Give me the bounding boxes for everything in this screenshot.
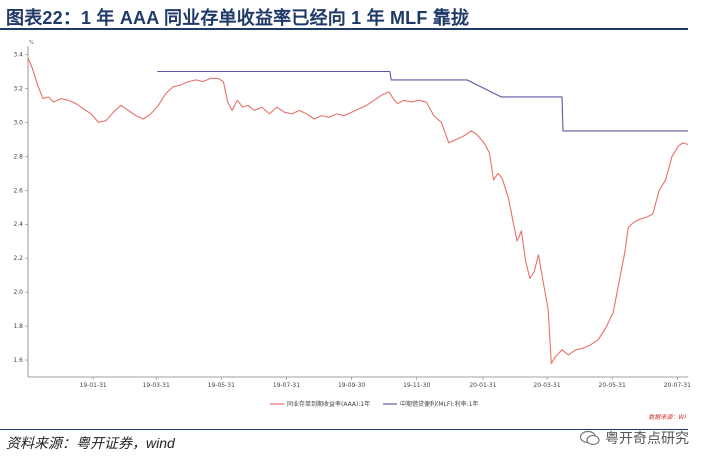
y-tick-label: 2.8 <box>13 153 23 160</box>
y-tick-label: 2.0 <box>13 289 23 296</box>
page-title: 图表22：1 年 AAA 同业存单收益率已经向 1 年 MLF 靠拢 <box>6 8 470 28</box>
y-tick-label: 1.8 <box>13 323 23 330</box>
chart-area: % 1.6 1.8 2.0 2.2 2.4 2.6 2.8 3.0 3.2 3.4 19-01-31 1… <box>0 36 703 430</box>
chart-source-note: 数据来源：Wi <box>648 413 686 421</box>
title-divider <box>0 28 688 30</box>
x-tick-label: 19-09-30 <box>338 382 365 389</box>
legend-label: 同业存单到期收益率(AAA):1年 <box>287 400 370 408</box>
y-tick-label: 2.6 <box>13 187 23 194</box>
x-tick-label: 20-03-31 <box>533 382 560 389</box>
y-unit-label: % <box>29 40 34 46</box>
x-tick-label: 19-01-31 <box>80 382 107 389</box>
x-tick-label: 19-11-30 <box>403 382 430 389</box>
y-tick-label: 2.2 <box>13 255 23 262</box>
watermark: 粤开奇点研究 <box>579 428 689 448</box>
y-tick-label: 3.0 <box>13 119 23 126</box>
y-tick-label: 1.6 <box>13 357 23 364</box>
series-line-ncd <box>27 57 689 364</box>
x-tick-label: 19-03-31 <box>143 382 170 389</box>
x-tick-label: 20-01-31 <box>469 382 496 389</box>
series-line-mlf <box>157 70 688 132</box>
footer-divider <box>0 429 688 430</box>
title-bar: 图表22：1 年 AAA 同业存单收益率已经向 1 年 MLF 靠拢 <box>0 0 703 30</box>
legend-label: 中期借贷便利(MLF):利率:1年 <box>400 400 479 408</box>
watermark-text: 粤开奇点研究 <box>605 430 689 446</box>
y-tick-label: 3.2 <box>13 85 23 92</box>
y-tick-label: 3.4 <box>13 51 23 58</box>
x-tick-label: 19-07-31 <box>273 382 300 389</box>
source-note: 资料来源：粤开证券，wind <box>6 435 175 451</box>
x-tick-label: 19-05-31 <box>208 382 235 389</box>
wechat-icon <box>579 430 600 446</box>
x-tick-label: 20-07-31 <box>664 382 691 389</box>
x-tick-label: 20-05-31 <box>599 382 626 389</box>
line-chart: % 1.6 1.8 2.0 2.2 2.4 2.6 2.8 3.0 3.2 3.4 19-01-31 1… <box>13 40 691 421</box>
y-tick-label: 2.4 <box>13 221 23 228</box>
